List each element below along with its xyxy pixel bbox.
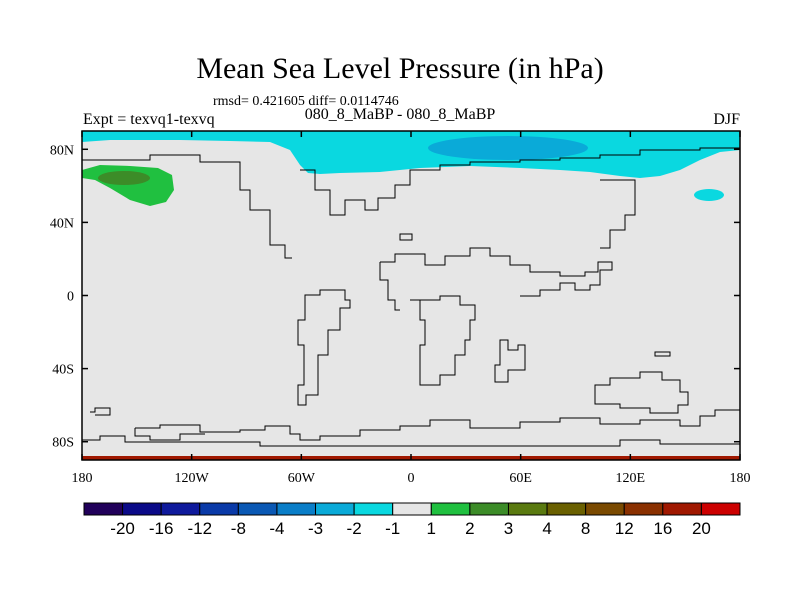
x-tick-label: 60W (288, 471, 316, 486)
colorbar-label: 2 (465, 519, 474, 538)
colorbar-swatch (469, 502, 509, 516)
colorbar-label: -8 (231, 519, 246, 538)
colorbar-label: 1 (427, 519, 436, 538)
y-tick-label: 40N (50, 216, 74, 231)
colorbar-swatch (237, 502, 278, 516)
colorbar-swatch (83, 502, 124, 516)
colorbar-label: -2 (347, 519, 362, 538)
colorbar-label: -4 (269, 519, 284, 538)
experiment-label: Expt = texvq1-texvq (83, 111, 215, 128)
colorbar-swatch (122, 502, 162, 516)
chart-title: Mean Sea Level Pressure (in hPa) (196, 52, 604, 85)
y-tick-label: 0 (67, 290, 74, 305)
colorbar-swatch (585, 502, 625, 516)
colorbar-swatch (623, 502, 664, 516)
axis-ticks (81, 131, 741, 460)
colorbar-label: 20 (692, 519, 711, 538)
colorbar-label: 3 (504, 519, 513, 538)
y-tick-label: 40S (52, 363, 74, 378)
y-tick-label: 80S (52, 436, 74, 451)
x-tick-label: 60E (509, 471, 532, 486)
x-tick-label: 120W (175, 471, 210, 486)
colorbar-label: -3 (308, 519, 323, 538)
colorbar-swatch (392, 502, 432, 516)
pacific-core (98, 171, 150, 185)
colorbar-label: -12 (187, 519, 212, 538)
coastlines (82, 147, 740, 447)
x-tick-label: 180 (730, 471, 751, 486)
season-label: DJF (713, 111, 740, 128)
y-tick-label: 80N (50, 143, 74, 158)
x-tick-label: 120E (616, 471, 646, 486)
colorbar-label: -20 (110, 519, 135, 538)
colorbar-label: -16 (149, 519, 174, 538)
colorbar-swatch (353, 502, 394, 516)
x-tick-label: 0 (408, 471, 415, 486)
colorbar-swatch (430, 502, 471, 516)
colorbar-label: -1 (385, 519, 400, 538)
colorbar-swatch (199, 502, 239, 516)
colorbar-label: 12 (615, 519, 634, 538)
colorbar-swatch (315, 502, 355, 516)
colorbar-swatch (546, 502, 587, 516)
colorbar-label: 8 (581, 519, 590, 538)
chart-subtitle: 080_8_MaBP - 080_8_MaBP (304, 106, 496, 123)
colorbar-label: 4 (542, 519, 551, 538)
rmsd-diff-stats: rmsd= 0.421605 diff= 0.0114746 (213, 94, 399, 109)
arctic-core (428, 136, 588, 160)
ne-asia-negative-patch (694, 189, 724, 201)
map-background (82, 131, 740, 460)
x-tick-label: 180 (72, 471, 93, 486)
colorbar: -20 -16 -12 -8 -4 -3 -2 -1 1 2 3 4 8 12 16 20 (83, 502, 741, 538)
colorbar-swatch (700, 502, 741, 516)
axis-tick-labels: 180 120W 60W 0 60E 120E 180 80N 40N 0 40S 80S (50, 143, 751, 486)
colorbar-swatch (160, 502, 201, 516)
colorbar-label: 16 (653, 519, 672, 538)
colorbar-swatch (662, 502, 702, 516)
colorbar-swatch (276, 502, 317, 516)
colorbar-swatch (507, 502, 548, 516)
